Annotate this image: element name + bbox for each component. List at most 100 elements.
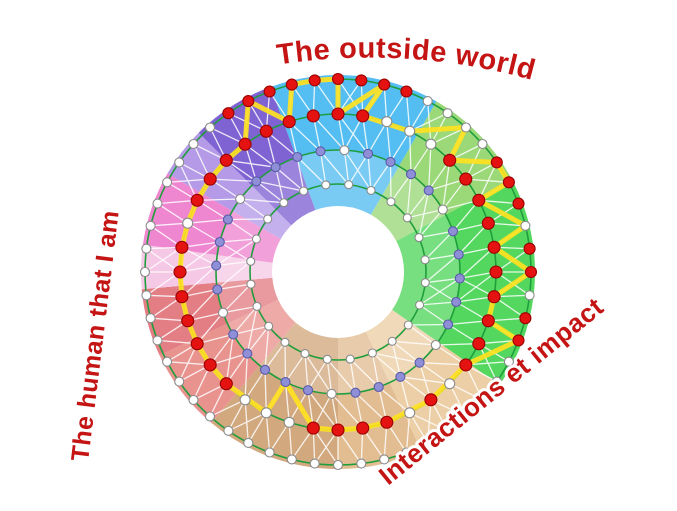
milestone-node	[259, 364, 271, 375]
milestone-node	[211, 260, 222, 271]
node	[174, 157, 185, 168]
node	[422, 437, 433, 448]
alert-node	[331, 107, 345, 121]
node	[280, 337, 290, 347]
node	[174, 376, 185, 387]
node	[286, 454, 297, 465]
node	[204, 411, 216, 422]
node	[264, 447, 275, 458]
milestone-node	[453, 249, 464, 260]
node	[182, 217, 194, 229]
node	[141, 243, 152, 254]
milestone-node	[222, 214, 233, 225]
alert-node	[487, 290, 501, 304]
node	[422, 96, 433, 107]
node	[442, 425, 453, 436]
alert-node	[173, 265, 187, 279]
node	[444, 378, 456, 390]
node	[401, 447, 412, 458]
alert-node	[512, 197, 525, 210]
node	[299, 186, 309, 196]
node	[239, 394, 251, 406]
node	[367, 348, 377, 358]
alert-node	[356, 421, 370, 435]
alert-node	[219, 377, 233, 391]
node	[386, 197, 396, 207]
node	[252, 301, 262, 311]
node	[322, 354, 332, 364]
milestone-node	[373, 381, 384, 393]
node	[152, 198, 163, 209]
node	[420, 255, 430, 265]
milestone-node	[280, 377, 291, 388]
node	[477, 394, 488, 406]
milestone-node	[362, 148, 374, 159]
node	[387, 336, 397, 346]
node	[442, 108, 453, 119]
alert-node	[512, 334, 525, 347]
alert-node	[424, 393, 438, 407]
node	[404, 125, 416, 137]
node	[524, 290, 535, 301]
node	[188, 394, 199, 406]
node	[430, 339, 441, 351]
node	[141, 290, 152, 301]
node	[145, 313, 156, 324]
node	[223, 425, 234, 436]
milestone-node	[251, 176, 262, 187]
milestone-node	[451, 296, 462, 308]
alert-node	[356, 109, 370, 123]
node	[339, 145, 350, 156]
node	[326, 388, 337, 399]
node	[332, 459, 344, 471]
alert-node	[459, 358, 473, 372]
node	[520, 220, 531, 231]
milestone-node	[423, 185, 434, 196]
milestone-node	[454, 273, 465, 284]
alert-node	[400, 85, 413, 98]
milestone-node	[350, 387, 361, 398]
node	[344, 180, 354, 190]
alert-node	[459, 172, 473, 186]
alert-node	[219, 153, 233, 167]
node	[217, 307, 229, 318]
node	[309, 458, 320, 469]
milestone-node	[212, 284, 223, 295]
alert-node	[282, 115, 296, 129]
node	[477, 138, 488, 150]
node	[279, 198, 289, 208]
alert-node	[306, 109, 320, 123]
milestone-node	[405, 169, 417, 180]
node	[300, 349, 310, 359]
inner-highlight	[216, 150, 460, 394]
alert-node	[175, 240, 189, 254]
alert-node	[190, 193, 204, 207]
sector-purple-dark	[198, 86, 316, 226]
alert-node	[490, 156, 503, 169]
node	[437, 204, 448, 215]
milestone-node	[228, 329, 239, 340]
node	[366, 185, 376, 195]
node	[491, 376, 502, 387]
alert-node	[519, 312, 532, 325]
milestone-node	[315, 146, 326, 157]
milestone-node	[292, 151, 303, 163]
node	[162, 356, 173, 367]
alert-node	[523, 242, 536, 255]
alert-node	[502, 176, 515, 189]
alert-node	[331, 423, 345, 437]
milestone-node	[302, 385, 314, 396]
alert-node	[238, 137, 252, 151]
node	[503, 356, 514, 367]
alert-node	[306, 421, 320, 435]
node	[414, 233, 424, 243]
node	[188, 138, 199, 150]
alert-node	[378, 78, 391, 91]
node	[246, 256, 256, 266]
sector-salmon	[159, 299, 296, 423]
alert-node	[242, 95, 255, 108]
alert-node	[472, 193, 486, 207]
milestone-node	[270, 162, 281, 173]
